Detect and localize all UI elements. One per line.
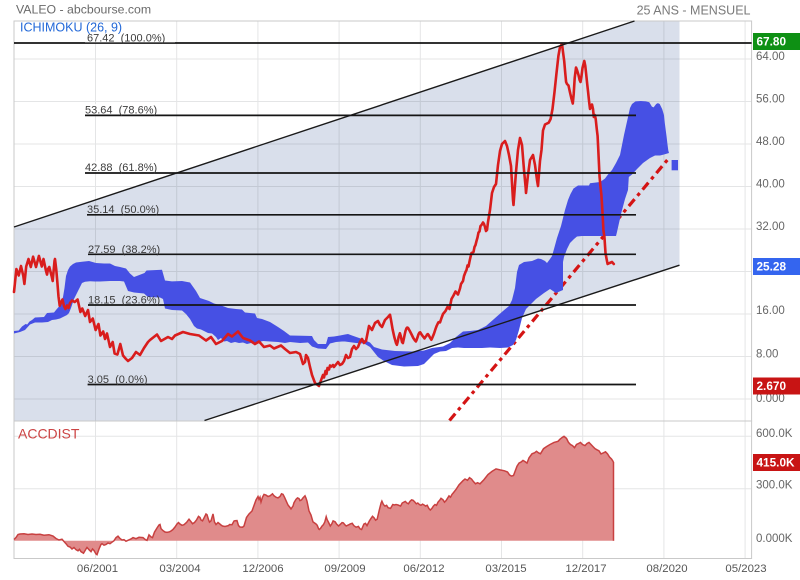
svg-text:64.00: 64.00	[756, 51, 785, 63]
svg-text:35.14 (50.0%): 35.14 (50.0%)	[87, 204, 159, 216]
svg-text:ICHIMOKU (26, 9): ICHIMOKU (26, 9)	[20, 21, 122, 35]
svg-text:600.0K: 600.0K	[756, 428, 793, 440]
svg-text:40.00: 40.00	[756, 179, 785, 191]
svg-text:06/2001: 06/2001	[77, 563, 118, 575]
svg-text:53.64 (78.6%): 53.64 (78.6%)	[85, 105, 157, 117]
svg-text:300.0K: 300.0K	[756, 480, 793, 492]
svg-text:67.42 (100.0%): 67.42 (100.0%)	[87, 33, 165, 45]
svg-text:16.00: 16.00	[756, 305, 785, 317]
svg-text:25.28: 25.28	[757, 260, 787, 274]
svg-text:12/2006: 12/2006	[242, 563, 283, 575]
svg-text:415.0K: 415.0K	[757, 456, 796, 470]
svg-text:03/2015: 03/2015	[485, 563, 526, 575]
svg-text:VALEO - abcbourse.com: VALEO - abcbourse.com	[16, 3, 151, 17]
svg-text:56.00: 56.00	[756, 94, 785, 106]
svg-text:03/2004: 03/2004	[159, 563, 200, 575]
svg-text:25 ANS - MENSUEL: 25 ANS - MENSUEL	[637, 4, 751, 18]
svg-text:12/2017: 12/2017	[565, 563, 606, 575]
svg-text:27.59 (38.2%): 27.59 (38.2%)	[88, 244, 160, 256]
svg-text:18.15 (23.6%): 18.15 (23.6%)	[88, 294, 160, 306]
svg-text:42.88 (61.8%): 42.88 (61.8%)	[85, 162, 157, 174]
svg-text:08/2020: 08/2020	[646, 563, 687, 575]
svg-text:48.00: 48.00	[756, 136, 785, 148]
svg-text:09/2009: 09/2009	[324, 563, 365, 575]
svg-text:67.80: 67.80	[757, 35, 787, 49]
svg-text:06/2012: 06/2012	[403, 563, 444, 575]
svg-text:32.00: 32.00	[756, 221, 785, 233]
svg-text:0.000: 0.000	[756, 393, 785, 405]
svg-text:ACCDIST: ACCDIST	[18, 426, 80, 442]
svg-text:0.000K: 0.000K	[756, 533, 793, 545]
svg-text:8.00: 8.00	[756, 349, 778, 361]
svg-text:3.05 (0.0%): 3.05 (0.0%)	[88, 374, 148, 386]
svg-text:05/2023: 05/2023	[725, 563, 766, 575]
svg-text:2.670: 2.670	[757, 379, 787, 393]
